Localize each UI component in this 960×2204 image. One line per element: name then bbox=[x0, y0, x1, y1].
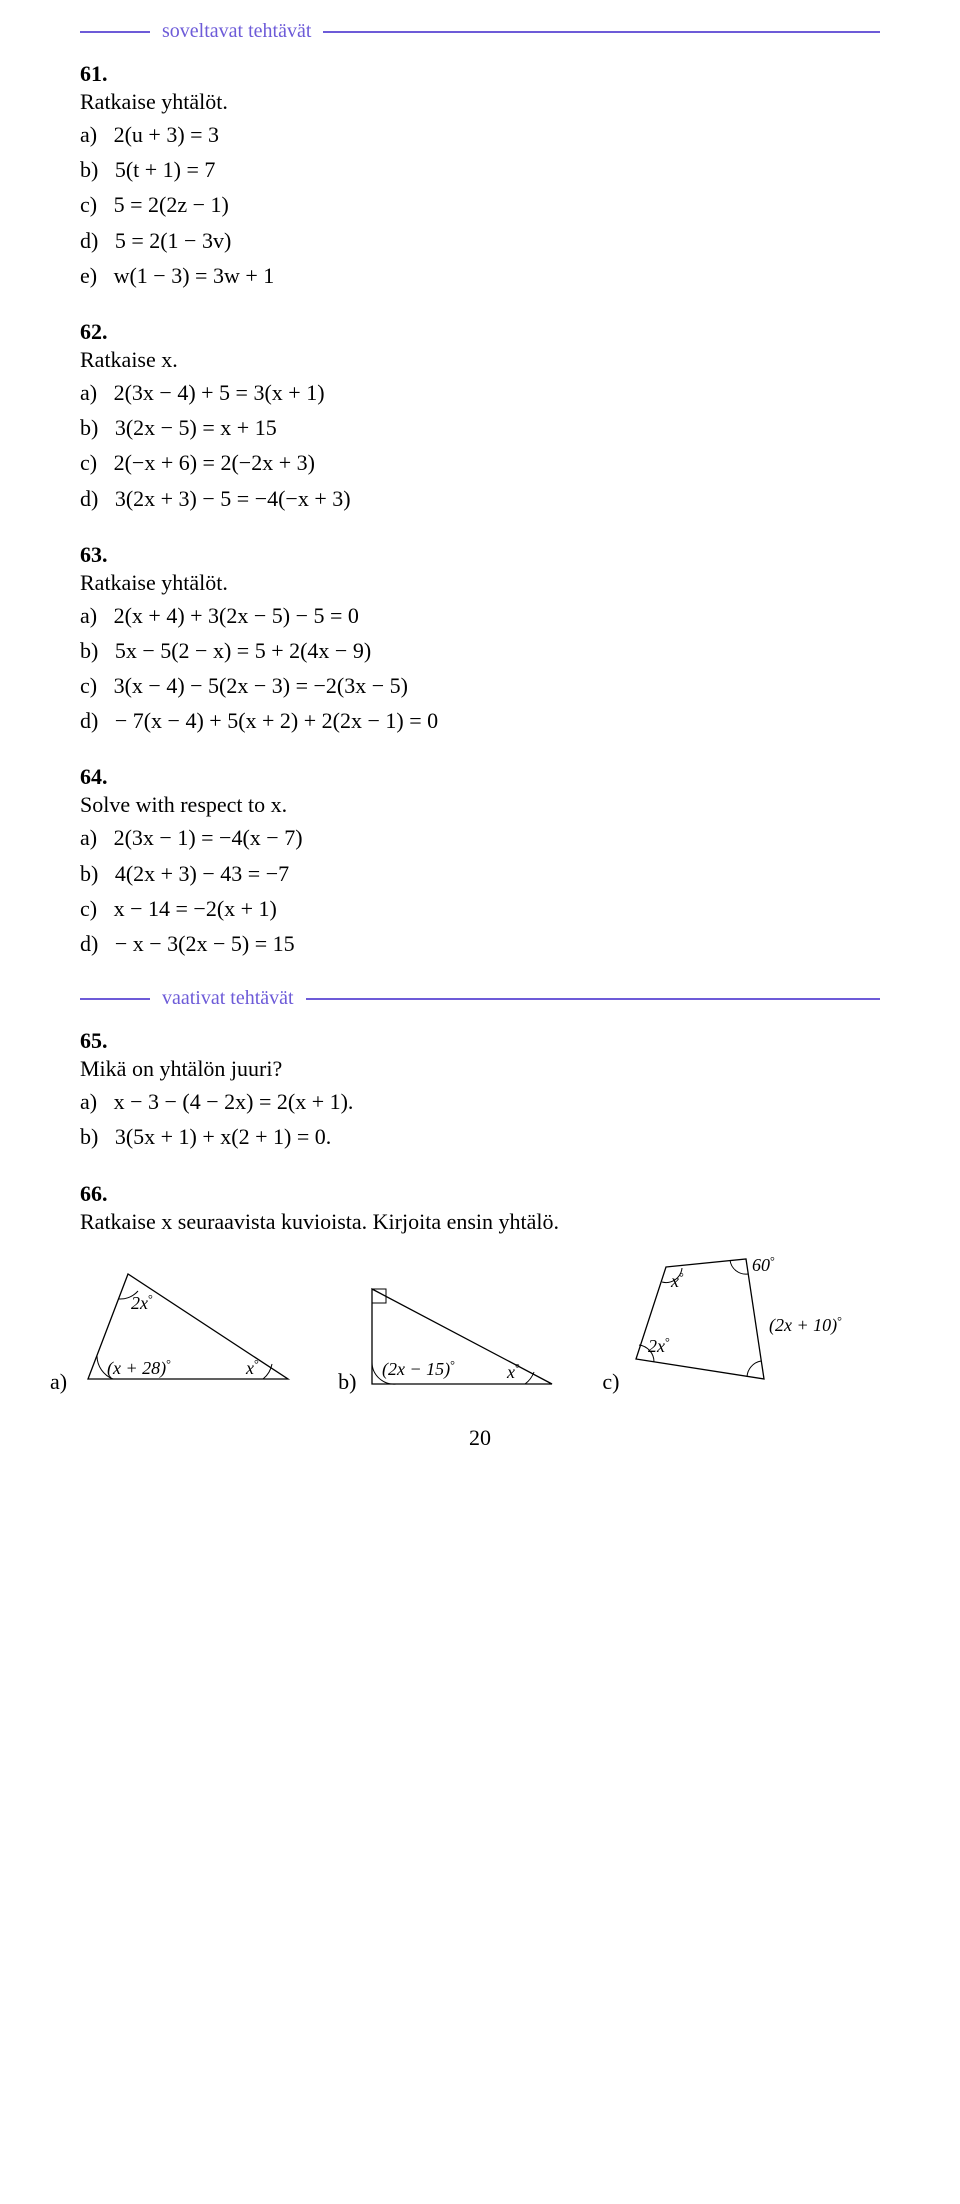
eq-item: c) 3(x − 4) − 5(2x − 3) = −2(3x − 5) bbox=[80, 668, 880, 703]
eq-item: a) 2(u + 3) = 3 bbox=[80, 117, 880, 152]
equation-list: a) 2(u + 3) = 3 b) 5(t + 1) = 7 c) 5 = 2… bbox=[80, 117, 880, 293]
section-title: soveltavat tehtävät bbox=[162, 20, 311, 43]
figure-c: c) x° 60° (2x + 10)° 2x° bbox=[602, 1249, 855, 1399]
page-number: 20 bbox=[80, 1425, 880, 1451]
figure-label: b) bbox=[338, 1369, 356, 1395]
eq-item: c) 5 = 2(2z − 1) bbox=[80, 187, 880, 222]
question-62: 62. Ratkaise x. a) 2(3x − 4) + 5 = 3(x +… bbox=[80, 319, 880, 516]
eq-item: b) 4(2x + 3) − 43 = −7 bbox=[80, 856, 880, 891]
question-65: 65. Mikä on yhtälön juuri? a) x − 3 − (4… bbox=[80, 1028, 880, 1154]
eq-item: c) 2(−x + 6) = 2(−2x + 3) bbox=[80, 445, 880, 480]
figure-a: a) 2x° (x + 28)° x° bbox=[50, 1259, 298, 1399]
svg-text:(2x + 10)°: (2x + 10)° bbox=[769, 1314, 842, 1336]
figure-label: a) bbox=[50, 1369, 67, 1395]
eq-item: d) − x − 3(2x − 5) = 15 bbox=[80, 926, 880, 961]
svg-text:x°: x° bbox=[506, 1361, 520, 1382]
svg-text:x°: x° bbox=[245, 1357, 259, 1378]
question-number: 63. bbox=[80, 542, 880, 568]
eq-item: a) 2(3x − 4) + 5 = 3(x + 1) bbox=[80, 375, 880, 410]
question-text: Ratkaise yhtälöt. bbox=[80, 89, 880, 115]
equation-list: a) x − 3 − (4 − 2x) = 2(x + 1). b) 3(5x … bbox=[80, 1084, 880, 1154]
figures-row: a) 2x° (x + 28)° x° b) bbox=[50, 1249, 880, 1399]
question-61: 61. Ratkaise yhtälöt. a) 2(u + 3) = 3 b)… bbox=[80, 61, 880, 293]
divider-line bbox=[306, 998, 880, 1000]
question-text: Mikä on yhtälön juuri? bbox=[80, 1056, 880, 1082]
section-divider-vaativat: vaativat tehtävät bbox=[80, 987, 880, 1010]
eq-item: b) 5x − 5(2 − x) = 5 + 2(4x − 9) bbox=[80, 633, 880, 668]
eq-item: e) w(1 − 3) = 3w + 1 bbox=[80, 258, 880, 293]
eq-item: b) 3(2x − 5) = x + 15 bbox=[80, 410, 880, 445]
svg-text:(2x − 15)°: (2x − 15)° bbox=[382, 1358, 455, 1380]
eq-item: a) 2(3x − 1) = −4(x − 7) bbox=[80, 820, 880, 855]
question-number: 65. bbox=[80, 1028, 880, 1054]
eq-item: a) 2(x + 4) + 3(2x − 5) − 5 = 0 bbox=[80, 598, 880, 633]
eq-item: d) 5 = 2(1 − 3v) bbox=[80, 223, 880, 258]
question-63: 63. Ratkaise yhtälöt. a) 2(x + 4) + 3(2x… bbox=[80, 542, 880, 739]
svg-text:x°: x° bbox=[670, 1270, 684, 1291]
figure-b: b) (2x − 15)° x° bbox=[338, 1279, 562, 1399]
eq-item: b) 3(5x + 1) + x(2 + 1) = 0. bbox=[80, 1119, 880, 1154]
eq-item: c) x − 14 = −2(x + 1) bbox=[80, 891, 880, 926]
eq-item: d) − 7(x − 4) + 5(x + 2) + 2(2x − 1) = 0 bbox=[80, 703, 880, 738]
figure-label: c) bbox=[602, 1369, 619, 1395]
svg-text:2x°: 2x° bbox=[648, 1335, 670, 1356]
question-66: 66. Ratkaise x seuraavista kuvioista. Ki… bbox=[80, 1181, 880, 1399]
svg-text:2x°: 2x° bbox=[131, 1292, 153, 1313]
question-text: Ratkaise x. bbox=[80, 347, 880, 373]
divider-line bbox=[80, 998, 150, 1000]
question-text: Ratkaise yhtälöt. bbox=[80, 570, 880, 596]
equation-list: a) 2(3x − 1) = −4(x − 7) b) 4(2x + 3) − … bbox=[80, 820, 880, 961]
question-number: 61. bbox=[80, 61, 880, 87]
question-number: 66. bbox=[80, 1181, 880, 1207]
svg-text:(x + 28)°: (x + 28)° bbox=[107, 1357, 171, 1379]
eq-item: a) x − 3 − (4 − 2x) = 2(x + 1). bbox=[80, 1084, 880, 1119]
equation-list: a) 2(x + 4) + 3(2x − 5) − 5 = 0 b) 5x − … bbox=[80, 598, 880, 739]
question-number: 62. bbox=[80, 319, 880, 345]
eq-item: b) 5(t + 1) = 7 bbox=[80, 152, 880, 187]
triangle-a-icon: 2x° (x + 28)° x° bbox=[73, 1259, 298, 1399]
section-title: vaativat tehtävät bbox=[162, 987, 294, 1010]
question-64: 64. Solve with respect to x. a) 2(3x − 1… bbox=[80, 764, 880, 961]
svg-text:60°: 60° bbox=[752, 1254, 775, 1275]
question-number: 64. bbox=[80, 764, 880, 790]
equation-list: a) 2(3x − 4) + 5 = 3(x + 1) b) 3(2x − 5)… bbox=[80, 375, 880, 516]
question-text: Ratkaise x seuraavista kuvioista. Kirjoi… bbox=[80, 1209, 880, 1235]
question-text: Solve with respect to x. bbox=[80, 792, 880, 818]
divider-line bbox=[80, 31, 150, 33]
quadrilateral-c-icon: x° 60° (2x + 10)° 2x° bbox=[626, 1249, 856, 1399]
section-divider-soveltavat: soveltavat tehtävät bbox=[80, 20, 880, 43]
divider-line bbox=[323, 31, 880, 33]
eq-item: d) 3(2x + 3) − 5 = −4(−x + 3) bbox=[80, 481, 880, 516]
right-triangle-b-icon: (2x − 15)° x° bbox=[362, 1279, 562, 1399]
